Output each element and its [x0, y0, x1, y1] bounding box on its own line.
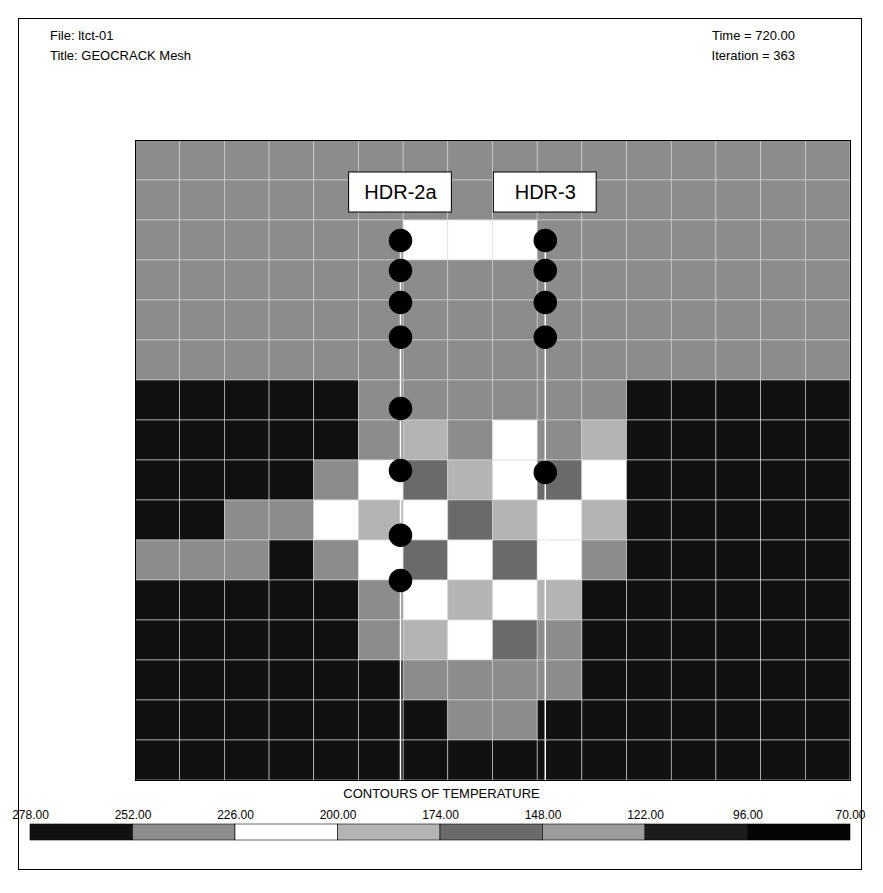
html-text:Title: GEOCRACK Mesh: Title: GEOCRACK Mesh	[50, 48, 192, 63]
svg-text:174.00: 174.00	[422, 808, 459, 822]
svg-text:70.00: 70.00	[835, 808, 865, 822]
svg-text:148.00: 148.00	[525, 808, 562, 822]
svg-text:278.00: 278.00	[12, 808, 49, 822]
svg-text:122.00: 122.00	[627, 808, 664, 822]
svg-text:HDR-3: HDR-3	[515, 181, 576, 203]
svg-text:HDR-2a: HDR-2a	[364, 181, 437, 203]
svg-text:200.00: 200.00	[320, 808, 357, 822]
svg-text:96.00: 96.00	[733, 808, 763, 822]
svg-text:226.00: 226.00	[217, 808, 254, 822]
html-text:Iteration = 363: Iteration = 363	[711, 48, 795, 63]
html-text:Time = 720.00: Time = 720.00	[712, 28, 795, 43]
html-text:File: ltct-01: File: ltct-01	[50, 28, 114, 43]
html-text:CONTOURS OF TEMPERATURE: CONTOURS OF TEMPERATURE	[343, 786, 540, 801]
svg-text:252.00: 252.00	[115, 808, 152, 822]
